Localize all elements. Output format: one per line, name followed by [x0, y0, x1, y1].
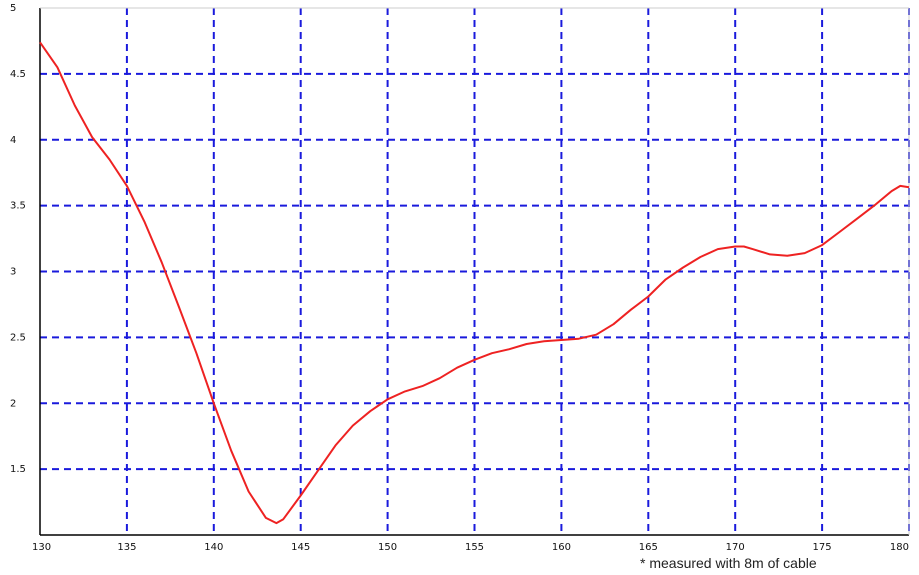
x-tick-label: 130	[32, 542, 51, 553]
x-tick-label: 155	[465, 542, 484, 553]
x-tick-label: 175	[813, 542, 832, 553]
y-tick-label: 3.5	[10, 201, 26, 212]
series-layer	[39, 41, 910, 525]
x-tick-label: 180	[890, 542, 909, 553]
x-tick-label: 150	[378, 542, 397, 553]
annotation-note: * measured with 8m of cable	[640, 555, 817, 571]
x-tick-label: 160	[552, 542, 571, 553]
grid	[40, 8, 910, 535]
x-tick-label: 140	[204, 542, 223, 553]
y-tick-label: 2	[10, 398, 16, 409]
x-tick-label: 135	[117, 542, 136, 553]
x-tick-label: 170	[726, 542, 745, 553]
y-tick-label: 5	[10, 3, 16, 14]
tick-labels: 130 135 140 145 150 155 160 165 170 175 180 1.5 2 2.5…	[10, 3, 909, 553]
series-line	[39, 41, 910, 525]
x-tick-label: 145	[291, 542, 310, 553]
y-tick-label: 3	[10, 267, 16, 278]
y-tick-label: 4	[10, 135, 16, 146]
y-tick-label: 1.5	[10, 464, 26, 475]
y-tick-label: 4.5	[10, 69, 26, 80]
axes	[39, 7, 910, 536]
y-tick-label: 2.5	[10, 332, 26, 343]
x-tick-label: 165	[639, 542, 658, 553]
